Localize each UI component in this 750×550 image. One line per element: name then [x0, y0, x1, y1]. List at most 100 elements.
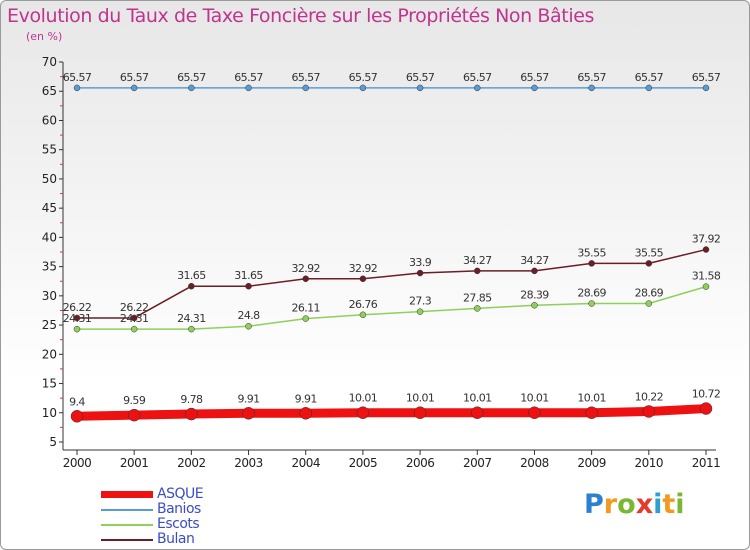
y-tick-label: 5: [49, 435, 57, 449]
x-tick-label: 2004: [291, 456, 320, 470]
legend-swatch-bulan: [101, 538, 153, 541]
data-point-bulan: [302, 275, 309, 283]
data-point-escots: [130, 325, 138, 333]
y-tick-label: 30: [42, 289, 57, 303]
chart-subtitle: (en %): [26, 30, 63, 43]
x-tick-label: 2000: [63, 456, 92, 470]
data-point-banios: [245, 84, 252, 92]
y-tick-label: 60: [42, 113, 57, 127]
data-label-banios: 65.57: [120, 71, 149, 84]
data-point-banios: [702, 84, 710, 92]
chart-title: Evolution du Taux de Taxe Foncière sur l…: [7, 5, 595, 27]
logo-letter: i: [653, 489, 663, 520]
data-label-escots: 27.85: [463, 291, 492, 304]
data-label-escots: 24.31: [63, 312, 92, 325]
data-point-banios: [474, 84, 481, 92]
data-label-asque: 9.59: [123, 394, 146, 407]
data-label-bulan: 37.92: [692, 233, 721, 246]
data-point-bulan: [73, 314, 81, 322]
data-point-bulan: [188, 282, 195, 290]
y-tick-label: 70: [42, 55, 57, 69]
y-tick-label: 15: [42, 377, 57, 391]
data-label-asque: 10.22: [635, 390, 664, 403]
y-tick-label: 25: [42, 318, 57, 332]
logo-letter: x: [635, 489, 654, 520]
data-label-bulan: 32.92: [291, 262, 320, 275]
data-label-asque: 9.91: [295, 392, 317, 405]
data-point-escots: [188, 325, 195, 333]
proxiti-logo: Proxiti: [584, 489, 685, 520]
legend-label-escots: Escots: [157, 516, 200, 532]
data-label-bulan: 26.22: [120, 301, 149, 314]
data-label-banios: 65.57: [177, 71, 206, 84]
data-label-bulan: 35.55: [635, 246, 664, 259]
legend-item-escots: Escots: [101, 517, 203, 532]
data-point-banios: [302, 84, 309, 92]
data-label-escots: 24.8: [237, 309, 260, 322]
y-tick-label: 35: [42, 260, 57, 274]
data-label-asque: 10.01: [463, 392, 492, 405]
data-point-bulan: [531, 267, 538, 275]
legend-item-bulan: Bulan: [101, 532, 203, 547]
data-label-bulan: 31.65: [234, 269, 263, 282]
x-tick-label: 2003: [234, 456, 263, 470]
data-point-banios: [588, 84, 595, 92]
x-tick-label: 2008: [520, 456, 549, 470]
legend-label-banios: Banios: [157, 501, 201, 517]
y-tick-label: 10: [42, 406, 57, 420]
data-point-bulan: [645, 260, 653, 267]
data-point-escots: [531, 302, 538, 309]
data-point-escots: [245, 322, 252, 330]
data-label-asque: 9.78: [180, 393, 203, 406]
data-label-asque: 10.01: [406, 392, 435, 405]
data-point-bulan: [359, 275, 367, 283]
data-label-bulan: 32.92: [349, 262, 378, 275]
data-point-banios: [130, 84, 138, 92]
y-tick-label: 45: [42, 201, 57, 215]
series-line-asque: [72, 404, 711, 421]
data-point-escots: [73, 325, 81, 333]
data-point-asque: [642, 405, 656, 418]
data-point-asque: [413, 406, 427, 419]
data-label-bulan: 33.9: [409, 256, 432, 269]
legend-item-asque: ASQUE: [101, 487, 204, 502]
data-point-asque: [528, 406, 541, 419]
data-point-banios: [188, 84, 195, 92]
data-point-bulan: [130, 314, 138, 322]
data-point-asque: [356, 406, 370, 419]
data-label-banios: 65.57: [692, 71, 721, 84]
series-line-bulan: [76, 248, 707, 319]
x-tick-label: 2001: [120, 456, 149, 470]
logo-letter: t: [662, 489, 676, 520]
legend-item-banios: Banios: [101, 502, 203, 517]
data-point-banios: [73, 84, 81, 92]
data-label-escots: 27.3: [409, 295, 432, 308]
data-label-escots: 31.58: [692, 270, 721, 283]
data-label-asque: 10.01: [577, 392, 606, 405]
data-label-bulan: 34.27: [520, 254, 549, 267]
chart-legend: ASQUE Banios Escots Bulan: [101, 487, 204, 547]
data-label-bulan: 34.27: [463, 254, 492, 267]
x-tick-label: 2002: [177, 456, 206, 470]
y-tick-label: 40: [42, 230, 57, 244]
x-tick-label: 2005: [349, 456, 378, 470]
data-label-banios: 65.57: [234, 71, 263, 84]
data-label-banios: 65.57: [635, 71, 664, 84]
data-point-asque: [70, 410, 84, 423]
data-point-bulan: [702, 246, 710, 253]
data-point-asque: [299, 407, 312, 420]
legend-label-bulan: Bulan: [157, 531, 195, 547]
data-label-escots: 28.69: [635, 287, 664, 300]
data-label-asque: 10.01: [349, 392, 378, 405]
x-tick-label: 2009: [577, 456, 606, 470]
data-point-asque: [127, 408, 141, 422]
data-label-escots: 26.11: [291, 302, 320, 315]
data-label-escots: 26.76: [349, 298, 378, 311]
data-point-asque: [185, 407, 198, 421]
data-label-asque: 9.91: [237, 392, 259, 405]
y-tick-label: 55: [42, 143, 57, 157]
data-point-banios: [416, 84, 424, 92]
legend-swatch-banios: [101, 508, 153, 511]
